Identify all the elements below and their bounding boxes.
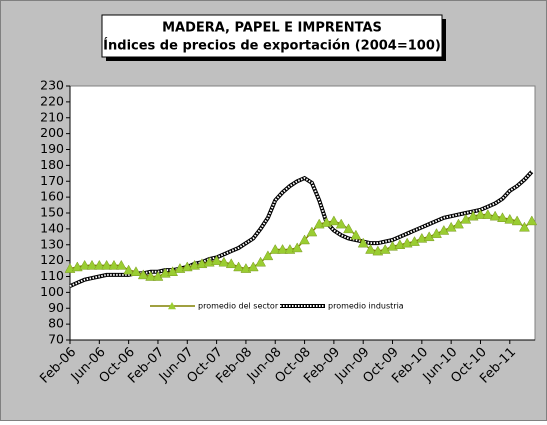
marker <box>453 218 464 229</box>
marker <box>167 266 179 276</box>
marker <box>247 261 259 272</box>
legend-label: promedio industria <box>328 302 404 311</box>
marker <box>218 256 230 267</box>
y-tick-label: 150 <box>40 205 64 220</box>
marker <box>255 256 267 267</box>
marker <box>299 234 310 245</box>
marker <box>306 226 318 237</box>
marker <box>365 243 376 254</box>
marker <box>291 242 303 253</box>
marker <box>225 258 237 269</box>
marker <box>79 259 91 270</box>
marker <box>152 270 164 281</box>
marker <box>460 213 472 224</box>
marker <box>357 237 369 248</box>
marker <box>211 255 223 265</box>
y-tick-label: 160 <box>40 189 64 204</box>
marker <box>130 266 142 276</box>
marker <box>335 218 347 229</box>
marker <box>489 210 501 221</box>
marker <box>269 243 281 254</box>
marker <box>519 221 530 232</box>
marker <box>504 213 516 224</box>
marker <box>233 261 245 272</box>
y-tick-label: 140 <box>40 220 64 235</box>
marker <box>445 221 457 232</box>
marker <box>262 250 274 261</box>
y-tick-label: 230 <box>40 78 64 93</box>
title-box <box>101 14 443 58</box>
legend-swatch <box>168 302 176 310</box>
y-tick-label: 210 <box>40 109 64 124</box>
y-tick-label: 110 <box>40 268 64 283</box>
marker <box>115 259 127 270</box>
legend <box>140 298 410 314</box>
marker <box>328 215 340 226</box>
marker <box>511 215 523 226</box>
y-tick-label: 130 <box>40 236 64 251</box>
y-tick-label: 220 <box>40 93 64 108</box>
y-tick-label: 100 <box>40 284 64 299</box>
marker <box>438 224 450 235</box>
y-tick-label: 80 <box>48 316 64 331</box>
marker <box>343 223 354 234</box>
y-tick-label: 90 <box>48 300 64 315</box>
marker <box>108 259 120 270</box>
marker <box>431 228 442 238</box>
marker <box>123 264 135 275</box>
line-texture <box>69 171 533 287</box>
y-tick-label: 190 <box>40 141 64 156</box>
chart-title: MADERA, PAPEL E IMPRENTAS <box>162 21 382 36</box>
marker <box>475 209 486 219</box>
marker <box>93 259 105 270</box>
marker <box>497 212 508 223</box>
y-tick-label: 200 <box>40 125 64 140</box>
marker <box>350 229 362 240</box>
legend-label: promedio del sector <box>198 302 279 311</box>
marker <box>526 215 538 226</box>
y-tick-label: 70 <box>48 332 64 347</box>
marker <box>482 209 494 219</box>
y-tick-label: 180 <box>40 157 64 172</box>
marker <box>423 231 435 242</box>
marker <box>86 259 98 270</box>
chart-subtitle: Índices de precios de exportación (2004=… <box>103 38 441 54</box>
marker <box>137 269 149 280</box>
marker <box>145 270 157 281</box>
marker <box>277 243 288 254</box>
marker <box>409 236 420 246</box>
y-tick-label: 120 <box>40 252 64 267</box>
marker <box>101 259 113 270</box>
marker <box>379 243 391 254</box>
y-tick-label: 170 <box>40 173 64 188</box>
